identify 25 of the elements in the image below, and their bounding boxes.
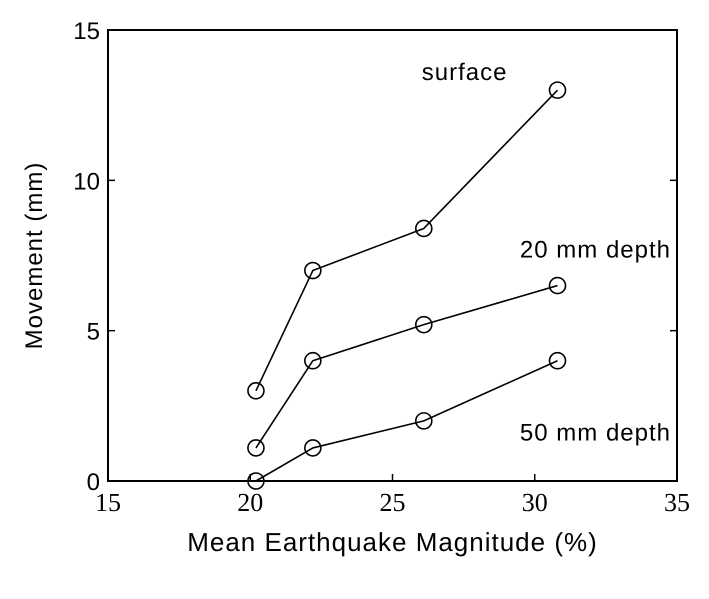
- point: [548, 81, 566, 99]
- point: [247, 439, 265, 457]
- point: [304, 262, 322, 280]
- point: [247, 472, 265, 490]
- x-tick-label: 25: [380, 488, 406, 517]
- point: [548, 276, 566, 294]
- x-tick-label: 30: [522, 488, 548, 517]
- point: [414, 220, 433, 238]
- point: [414, 412, 433, 430]
- y-tick-label: 5: [86, 318, 100, 346]
- series-label: 50 mm depth: [520, 420, 671, 447]
- point: [548, 352, 566, 370]
- y-tick-label: 0: [86, 469, 100, 496]
- point: [304, 439, 322, 457]
- x-axis-title: Mean Earthquake Magnitude (%): [187, 527, 598, 557]
- point: [304, 352, 322, 370]
- y-tick-label: 15: [73, 18, 100, 45]
- y-tick-label: 10: [73, 168, 100, 196]
- x-tick-label: 20: [237, 488, 264, 517]
- x-tick-label: 35: [664, 488, 690, 517]
- y-axis-title: Movement (mm): [21, 162, 48, 350]
- point: [414, 316, 433, 334]
- series-label: 20 mm depth: [520, 236, 671, 264]
- point: [247, 382, 265, 400]
- series-label: surface: [422, 59, 508, 86]
